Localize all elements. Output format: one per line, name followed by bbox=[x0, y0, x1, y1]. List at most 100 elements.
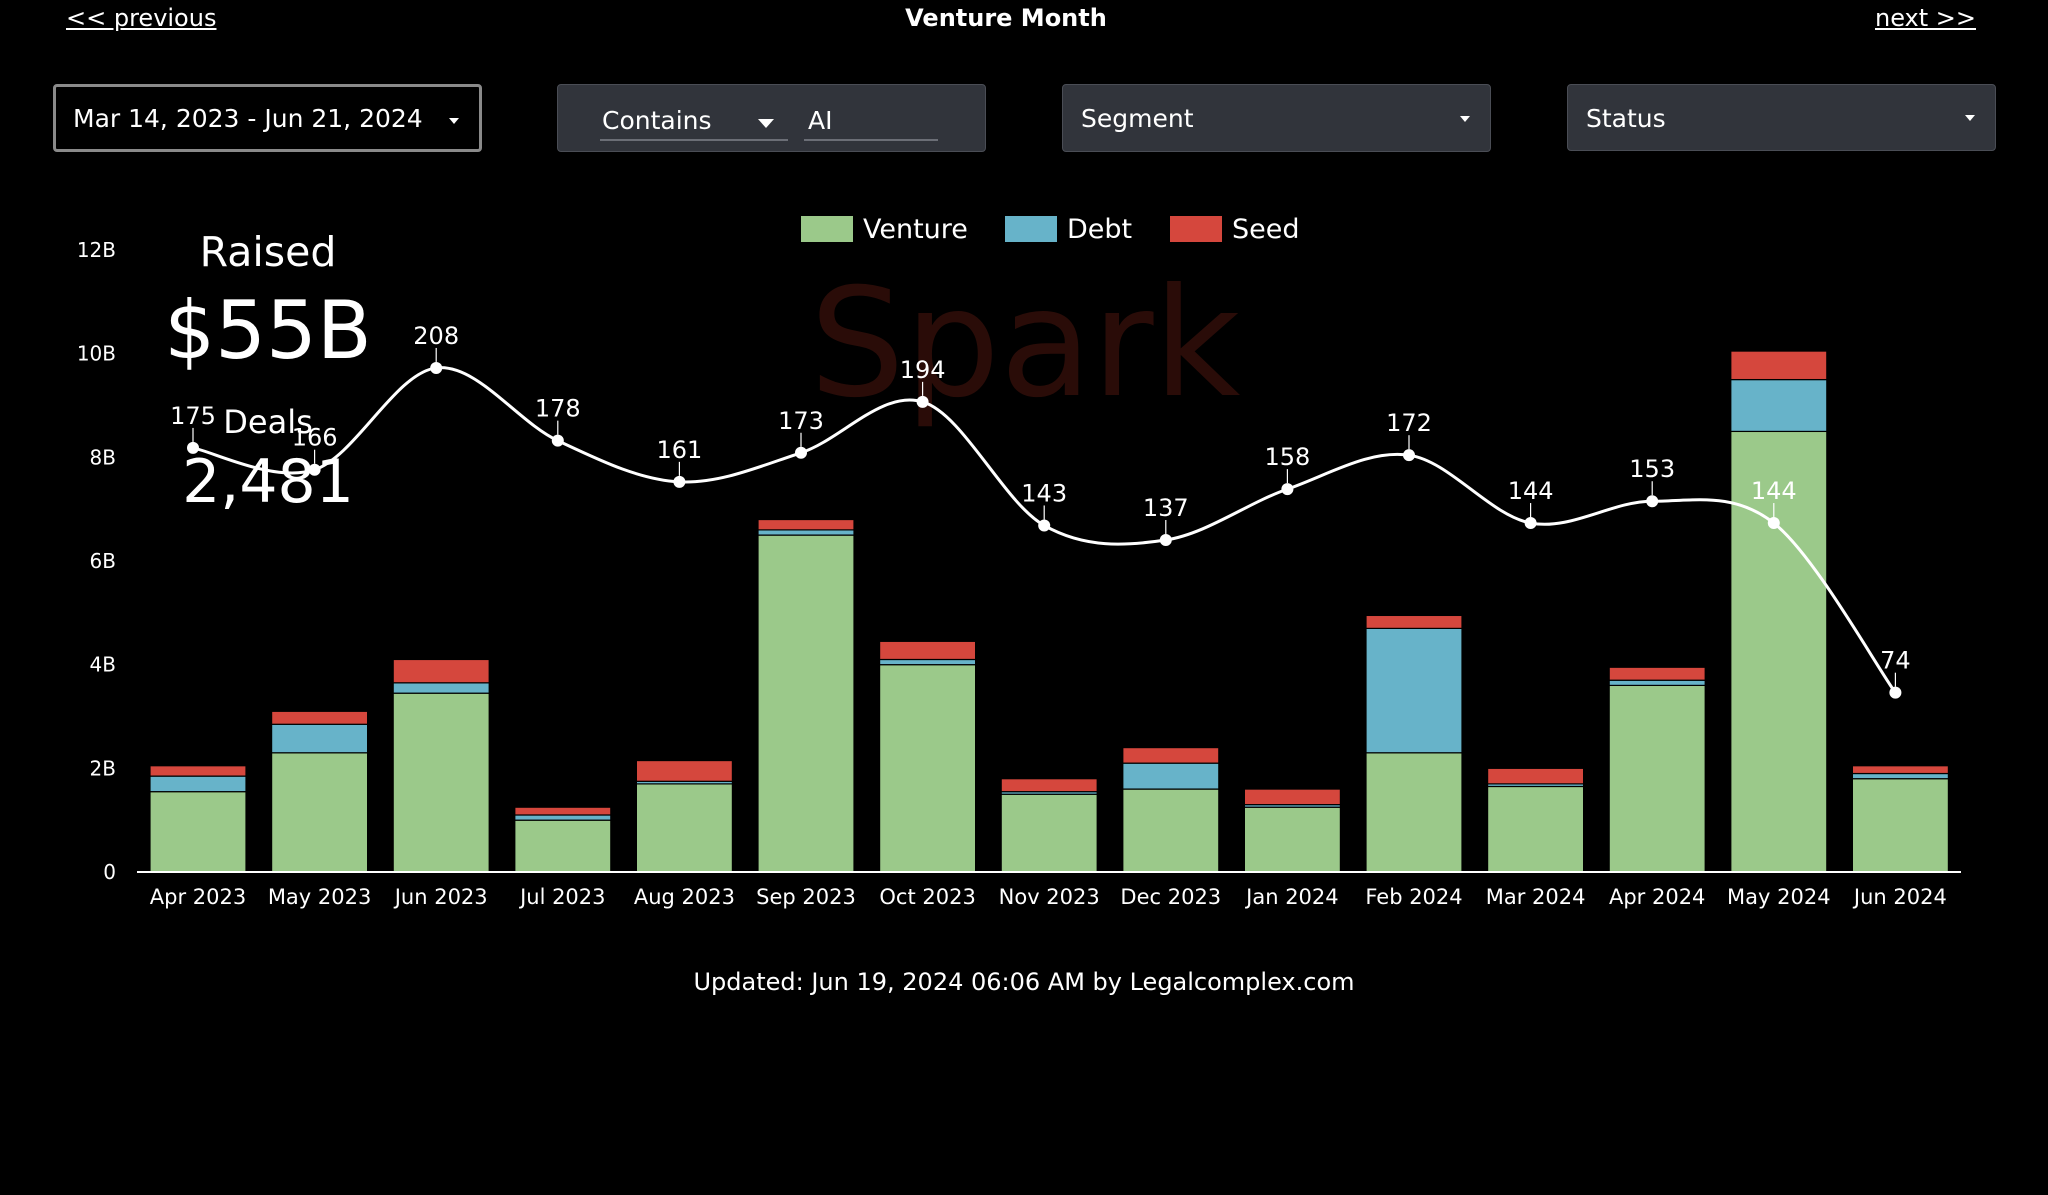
bar-seed-segment bbox=[1730, 350, 1828, 381]
bar-venture-segment bbox=[1000, 793, 1098, 873]
deals-data-label: 153 bbox=[1629, 455, 1675, 483]
bar-seed-segment bbox=[1851, 765, 1950, 775]
deals-point bbox=[551, 434, 564, 447]
deals-point bbox=[1038, 519, 1051, 532]
bar-debt-segment bbox=[757, 529, 855, 536]
bar-debt-segment bbox=[514, 814, 612, 821]
x-tick-label: Apr 2023 bbox=[150, 885, 246, 909]
deals-data-label: 175 bbox=[170, 402, 216, 430]
bar-debt-segment bbox=[392, 682, 490, 694]
legend-swatch-debt bbox=[1005, 216, 1057, 242]
x-tick-label: Mar 2024 bbox=[1486, 885, 1586, 909]
legend-label-venture: Venture bbox=[863, 214, 968, 245]
contains-text-value: AI bbox=[808, 106, 833, 135]
contains-filter: Contains AI bbox=[557, 84, 986, 152]
chevron-down-icon bbox=[449, 118, 459, 124]
deals-point bbox=[673, 475, 686, 488]
legend-label-seed: Seed bbox=[1232, 214, 1300, 245]
y-tick-label: 6B bbox=[90, 549, 116, 573]
bar-seed-segment bbox=[392, 658, 490, 684]
x-tick-label: Sep 2023 bbox=[756, 885, 856, 909]
y-tick-label: 10B bbox=[77, 342, 116, 366]
x-tick-label: Oct 2023 bbox=[879, 885, 975, 909]
legend-swatch-seed bbox=[1170, 216, 1222, 242]
spark-watermark: Spark bbox=[810, 257, 1241, 431]
deals-point bbox=[1889, 686, 1902, 699]
deals-data-label: 173 bbox=[778, 407, 824, 435]
bar-venture-segment bbox=[1365, 752, 1463, 873]
next-link[interactable]: next >> bbox=[1874, 4, 1976, 32]
bar-debt-segment bbox=[1608, 679, 1706, 687]
status-label: Status bbox=[1586, 104, 1666, 133]
bar-venture-segment bbox=[878, 664, 977, 873]
deals-point bbox=[1524, 517, 1537, 530]
segment-label: Segment bbox=[1081, 104, 1194, 133]
deals-data-label: 194 bbox=[900, 356, 946, 384]
y-axis: 0 2B 4B 6B 8B 10B 12B bbox=[77, 238, 116, 884]
x-tick-label: Nov 2023 bbox=[999, 885, 1100, 909]
bar-venture-segment bbox=[1486, 785, 1585, 873]
deals-point bbox=[308, 463, 321, 476]
deals-data-label: 166 bbox=[292, 424, 338, 452]
deals-point bbox=[1767, 517, 1780, 530]
bar-seed-segment bbox=[1365, 614, 1463, 629]
deals-data-label: 178 bbox=[535, 395, 581, 423]
deals-point bbox=[1159, 534, 1172, 547]
x-tick-label: Dec 2023 bbox=[1120, 885, 1221, 909]
x-tick-label: May 2023 bbox=[268, 885, 372, 909]
bar-venture-segment bbox=[757, 534, 855, 873]
deals-point bbox=[1281, 483, 1294, 496]
chevron-down-icon bbox=[758, 119, 774, 128]
deals-point bbox=[1403, 449, 1415, 462]
bar-seed-segment bbox=[1486, 767, 1585, 785]
deals-data-label: 172 bbox=[1386, 409, 1432, 437]
bar-venture-segment bbox=[1122, 788, 1220, 873]
chevron-down-icon bbox=[1460, 116, 1470, 122]
bar-seed-segment bbox=[635, 759, 734, 782]
deals-data-label: 144 bbox=[1508, 477, 1554, 505]
deals-data-label: 161 bbox=[656, 436, 702, 464]
deals-data-label: 143 bbox=[1021, 479, 1067, 507]
y-tick-label: 8B bbox=[90, 445, 116, 469]
bar-venture-segment bbox=[1730, 430, 1828, 873]
x-tick-label: Jun 2023 bbox=[393, 885, 488, 909]
bar-debt-segment bbox=[1730, 378, 1828, 433]
bar-debt-segment bbox=[1851, 772, 1950, 780]
page-title: Venture Month bbox=[905, 4, 1107, 32]
y-tick-label: 2B bbox=[90, 756, 116, 780]
deals-data-label: 74 bbox=[1880, 647, 1911, 675]
bar-debt-segment bbox=[1122, 762, 1220, 790]
bar-debt-segment bbox=[878, 658, 977, 666]
contains-mode-select[interactable]: Contains bbox=[600, 97, 788, 141]
raised-label: Raised bbox=[200, 228, 337, 276]
previous-link[interactable]: << previous bbox=[66, 4, 217, 32]
x-tick-label: Jan 2024 bbox=[1244, 885, 1339, 909]
stacked-bars bbox=[149, 350, 1950, 873]
bar-venture-segment bbox=[1608, 684, 1706, 873]
bar-venture-segment bbox=[1243, 806, 1342, 873]
deals-point bbox=[187, 441, 199, 454]
legend-swatch-venture bbox=[801, 216, 853, 242]
chart-legend: Venture Debt Seed bbox=[801, 214, 1300, 245]
contains-text-input[interactable]: AI bbox=[804, 97, 938, 141]
bar-seed-segment bbox=[1608, 666, 1706, 681]
bar-seed-segment bbox=[878, 640, 977, 661]
contains-mode-value: Contains bbox=[602, 106, 712, 135]
date-range-filter[interactable]: Mar 14, 2023 - Jun 21, 2024 bbox=[53, 84, 482, 152]
segment-filter[interactable]: Segment bbox=[1062, 84, 1491, 152]
x-tick-label: Jun 2024 bbox=[1852, 885, 1947, 909]
bar-seed-segment bbox=[149, 765, 247, 777]
chevron-down-icon bbox=[1965, 115, 1975, 121]
raised-value: $55B bbox=[164, 284, 372, 377]
x-tick-label: Feb 2024 bbox=[1365, 885, 1462, 909]
status-filter[interactable]: Status bbox=[1567, 84, 1996, 151]
bar-seed-segment bbox=[1000, 778, 1098, 793]
bar-seed-segment bbox=[1122, 746, 1220, 764]
bar-venture-segment bbox=[635, 783, 734, 873]
y-tick-label: 0 bbox=[103, 860, 116, 884]
deals-label: Deals bbox=[223, 403, 313, 441]
deals-point bbox=[1646, 495, 1659, 508]
bar-venture-segment bbox=[271, 752, 369, 873]
deals-point bbox=[430, 361, 443, 374]
